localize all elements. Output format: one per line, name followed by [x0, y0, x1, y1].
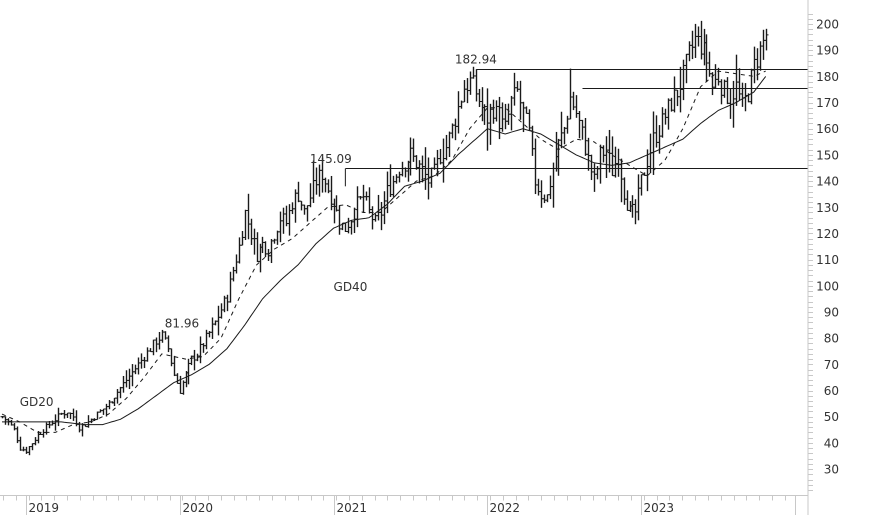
- x-tick-label: 2022: [490, 501, 521, 515]
- y-tick-label: 140: [816, 175, 839, 189]
- y-tick-label: 110: [816, 253, 839, 267]
- y-axis: 30 40 50 60 70 80 90 100 110 120 130 140 150 160 170 18…: [807, 0, 839, 515]
- annotation-145-09: 145.09: [310, 152, 352, 166]
- y-tick-label: 180: [816, 70, 839, 84]
- y-tick-label: 170: [816, 96, 839, 110]
- gd40-line: [2, 76, 767, 426]
- y-tick-label: 100: [816, 279, 839, 293]
- x-tick-label: 2020: [183, 501, 214, 515]
- resistance-lines: [344, 69, 808, 187]
- y-tick-label: 150: [816, 148, 839, 162]
- y-tick-label: 60: [824, 384, 839, 398]
- annotation-81-96: 81.96: [165, 317, 199, 331]
- x-tick-label: 2023: [644, 501, 675, 515]
- y-tick-label: 70: [824, 358, 839, 372]
- price-bars: [0, 20, 769, 456]
- annotations: GD20 81.96 145.09 182.94 GD40: [20, 52, 497, 409]
- y-tick-label: 200: [816, 18, 839, 32]
- y-tick-label: 50: [824, 410, 839, 424]
- y-tick-label: 130: [816, 201, 839, 215]
- y-tick-label: 80: [824, 332, 839, 346]
- x-axis: 2019 2020 2021 2022 2023: [0, 495, 808, 515]
- y-tick-label: 160: [816, 122, 839, 136]
- annotation-182-94: 182.94: [455, 52, 497, 66]
- gd20-line: [1, 70, 766, 433]
- y-tick-label: 120: [816, 227, 839, 241]
- annotation-gd40: GD40: [334, 280, 368, 294]
- annotation-gd20: GD20: [20, 395, 54, 409]
- y-tick-label: 30: [824, 463, 839, 477]
- y-tick-label: 90: [824, 305, 839, 319]
- y-tick-label: 40: [824, 436, 839, 450]
- y-tick-label: 190: [816, 44, 839, 58]
- x-tick-label: 2021: [337, 501, 368, 515]
- x-tick-label: 2019: [29, 501, 60, 515]
- moving-averages: [1, 70, 767, 433]
